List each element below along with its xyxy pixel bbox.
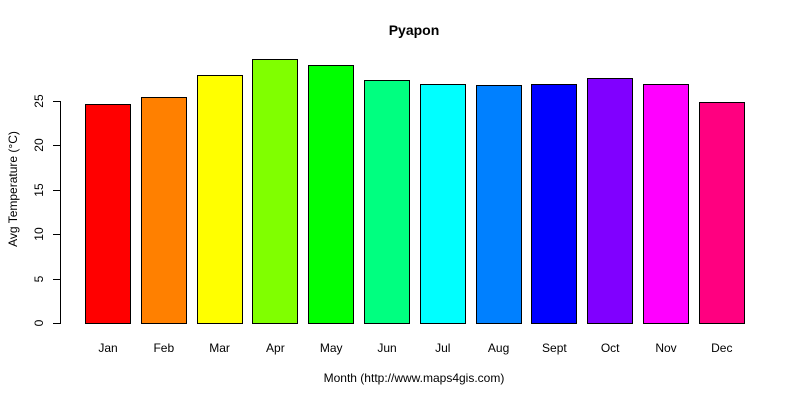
x-tick-label: Jan <box>98 341 118 355</box>
x-tick-label: Nov <box>655 341 677 355</box>
bar-jul <box>419 84 466 324</box>
bar-jan <box>85 103 131 324</box>
y-tick-mark <box>53 323 60 324</box>
y-tick-mark <box>53 234 60 236</box>
x-tick-label: May <box>319 341 343 355</box>
bar-mar <box>196 75 243 324</box>
x-tick-label: Apr <box>266 341 285 355</box>
x-tick-label: Sept <box>542 341 567 355</box>
bar-jun <box>364 79 410 324</box>
bar-aug <box>475 85 522 324</box>
y-tick-label: 0 <box>32 319 46 327</box>
bar-may <box>308 65 355 324</box>
y-tick-label: 10 <box>32 227 46 241</box>
x-tick-label: Jun <box>377 341 397 355</box>
y-tick-label: 15 <box>32 183 46 197</box>
bar-apr <box>252 59 299 324</box>
y-tick-mark <box>53 189 60 191</box>
x-tick-label: Dec <box>711 341 733 355</box>
y-tick-mark <box>53 278 60 280</box>
bar-sept <box>531 84 578 324</box>
y-tick-label: 5 <box>32 275 46 282</box>
x-tick-label: Feb <box>153 341 175 355</box>
bar-dec <box>698 101 745 324</box>
y-axis-line <box>60 101 61 324</box>
y-tick-label: 20 <box>32 138 46 153</box>
y-tick-mark <box>53 101 60 102</box>
bar-oct <box>587 77 634 324</box>
y-axis-label: Avg Temperature (°C) <box>6 131 20 247</box>
x-tick-label: Jul <box>435 341 451 355</box>
x-axis-label: Month (http://www.maps4gis.com) <box>323 371 505 385</box>
x-tick-label: Aug <box>487 341 510 355</box>
bar-nov <box>643 84 689 324</box>
bar-feb <box>140 96 187 324</box>
x-tick-label: Oct <box>600 341 620 355</box>
chart-title: Pyapon <box>388 22 440 38</box>
y-tick-label: 25 <box>32 94 46 108</box>
x-tick-label: Mar <box>209 341 230 355</box>
y-tick-mark <box>53 145 60 147</box>
